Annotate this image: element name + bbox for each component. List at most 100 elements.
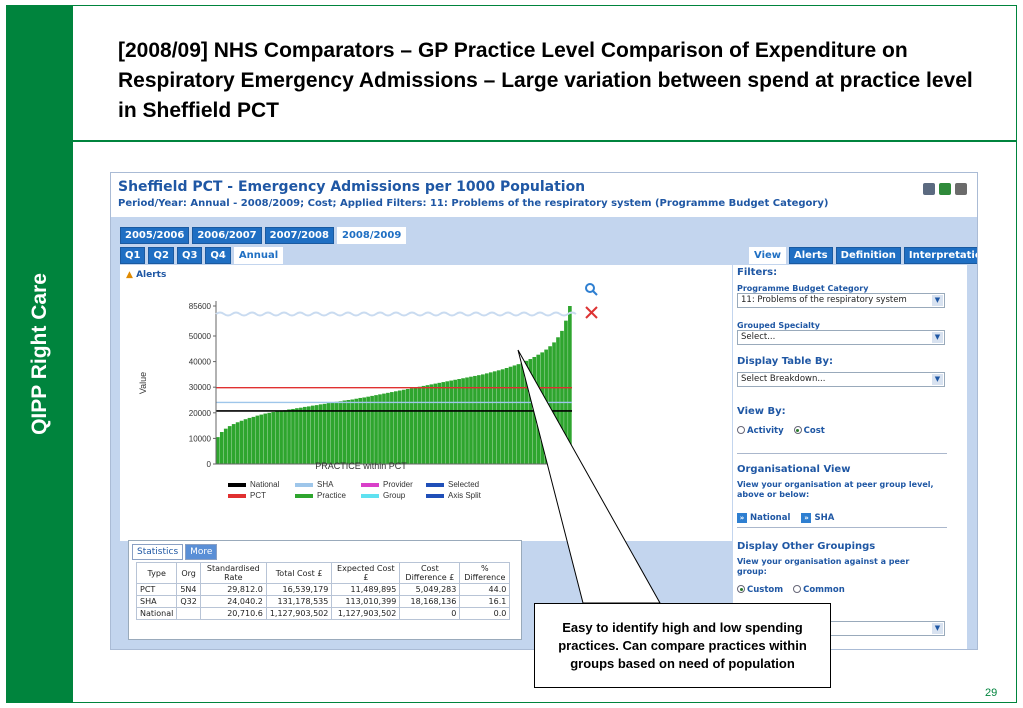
bar — [362, 397, 367, 464]
table-row: PCT 5N4 29,812.0 16,539,179 11,489,895 5… — [135, 583, 511, 596]
y-tick-label: 20000 — [189, 409, 212, 418]
frame-line — [73, 5, 1017, 6]
display-table-select[interactable]: Select Breakdown... ▼ — [737, 372, 945, 387]
print-icon[interactable] — [955, 183, 967, 195]
tab-definition[interactable]: Definition — [835, 247, 901, 264]
bar — [271, 412, 276, 464]
chevron-down-icon: ▼ — [932, 332, 943, 343]
bar — [243, 419, 248, 464]
bar — [540, 352, 545, 464]
legend-label: Axis Split — [448, 491, 482, 500]
tab-interpretation[interactable]: Interpretation — [903, 247, 977, 264]
tab-year-2005[interactable]: 2005/2006 — [120, 227, 190, 244]
bar — [429, 384, 434, 464]
national-link[interactable]: » National — [737, 513, 790, 523]
bar — [516, 364, 521, 464]
y-tick-label: 40000 — [189, 358, 212, 367]
bar — [544, 349, 548, 464]
bar — [461, 378, 465, 464]
y-tick-label: 0 — [207, 460, 212, 469]
reset-icon[interactable] — [585, 306, 598, 319]
tab-q2[interactable]: Q2 — [148, 247, 174, 264]
chevron-down-icon: ▼ — [932, 374, 943, 385]
bar — [394, 391, 398, 464]
filters-heading: Filters: — [737, 267, 778, 278]
y-tick-label: 10000 — [189, 434, 212, 443]
col-header: Total Cost £ — [265, 562, 333, 584]
col-header: % Difference — [459, 562, 511, 584]
bar — [310, 405, 315, 464]
radio-icon — [737, 585, 745, 593]
frame-line — [73, 702, 1017, 703]
tab-q4[interactable]: Q4 — [205, 247, 231, 264]
bar — [401, 389, 406, 464]
bar — [500, 369, 505, 464]
legend-label: Selected — [448, 480, 479, 489]
bar — [330, 402, 335, 464]
bar — [374, 395, 378, 464]
col-header: Cost Difference £ — [399, 562, 461, 584]
table-row: National 20,710.6 1,127,903,502 1,127,90… — [135, 607, 511, 620]
bar-chart: 0 10000 20000 30000 40000 50000 85600 National… — [138, 283, 598, 500]
cell: 44.0 — [459, 583, 511, 596]
tab-alerts[interactable]: Alerts — [789, 247, 833, 264]
bar — [334, 401, 339, 464]
tab-year-2007[interactable]: 2007/2008 — [264, 227, 334, 244]
radio-icon — [793, 426, 802, 434]
cell: 20,710.6 — [199, 607, 267, 620]
excel-icon[interactable] — [939, 183, 951, 195]
callout-box: Easy to identify high and low spending p… — [534, 603, 831, 688]
bar — [405, 388, 410, 464]
bar — [397, 390, 402, 464]
radio-activity[interactable]: Activity — [737, 426, 784, 436]
cell — [176, 607, 201, 620]
radio-custom[interactable]: Custom — [737, 585, 783, 595]
radio-cost[interactable]: Cost — [793, 426, 825, 436]
tab-annual[interactable]: Annual — [233, 247, 284, 264]
bar — [488, 372, 493, 464]
programme-budget-select[interactable]: 11: Problems of the respiratory system ▼ — [737, 293, 945, 308]
bar — [390, 392, 394, 464]
org-view-links: » National » SHA — [737, 505, 840, 524]
sha-link[interactable]: » SHA — [801, 513, 834, 523]
tab-statistics[interactable]: Statistics — [132, 544, 184, 560]
tab-more[interactable]: More — [185, 544, 218, 560]
bar — [469, 376, 473, 464]
bar — [508, 366, 513, 464]
bar — [326, 403, 331, 464]
bar — [251, 416, 256, 464]
bar — [520, 362, 525, 464]
filters-panel: Filters: Programme Budget Category 11: P… — [733, 265, 967, 649]
bar — [445, 381, 450, 464]
tab-q1[interactable]: Q1 — [120, 247, 146, 264]
legend-swatch — [228, 494, 246, 498]
y-axis-label: Value — [138, 372, 148, 394]
tab-q3[interactable]: Q3 — [176, 247, 203, 264]
radio-common[interactable]: Common — [793, 585, 845, 595]
zoom-icon[interactable] — [585, 283, 598, 296]
cell: PCT — [135, 583, 178, 596]
cell: 18,168,136 — [399, 595, 461, 608]
grouped-specialty-select[interactable]: Select... ▼ — [737, 330, 945, 345]
chevron-right-icon: » — [737, 513, 747, 523]
tab-view[interactable]: View — [749, 247, 787, 264]
alerts-link[interactable]: ▲ Alerts — [126, 270, 166, 280]
bar — [219, 432, 224, 464]
period-tabs: Q1 Q2 Q3 Q4 Annual — [120, 247, 284, 264]
tab-year-2008[interactable]: 2008/2009 — [336, 227, 407, 244]
embedded-screenshot: Sheffield PCT - Emergency Admissions per… — [110, 172, 978, 650]
select-value: 11: Problems of the respiratory system — [741, 295, 907, 305]
cell: 29,812.0 — [199, 583, 267, 596]
cell: SHA — [135, 595, 178, 608]
table-header-row: Type Org Standardised Rate Total Cost £ … — [135, 562, 511, 584]
bar — [536, 354, 541, 464]
tab-year-2006[interactable]: 2006/2007 — [192, 227, 262, 244]
bar — [425, 385, 430, 464]
cell: 24,040.2 — [199, 595, 267, 608]
grouped-specialty-label: Grouped Specialty — [737, 321, 820, 330]
col-header: Type — [135, 562, 178, 584]
legend-label: PCT — [250, 491, 266, 500]
bar — [437, 382, 442, 464]
bar — [231, 424, 236, 464]
save-icon[interactable] — [923, 183, 935, 195]
